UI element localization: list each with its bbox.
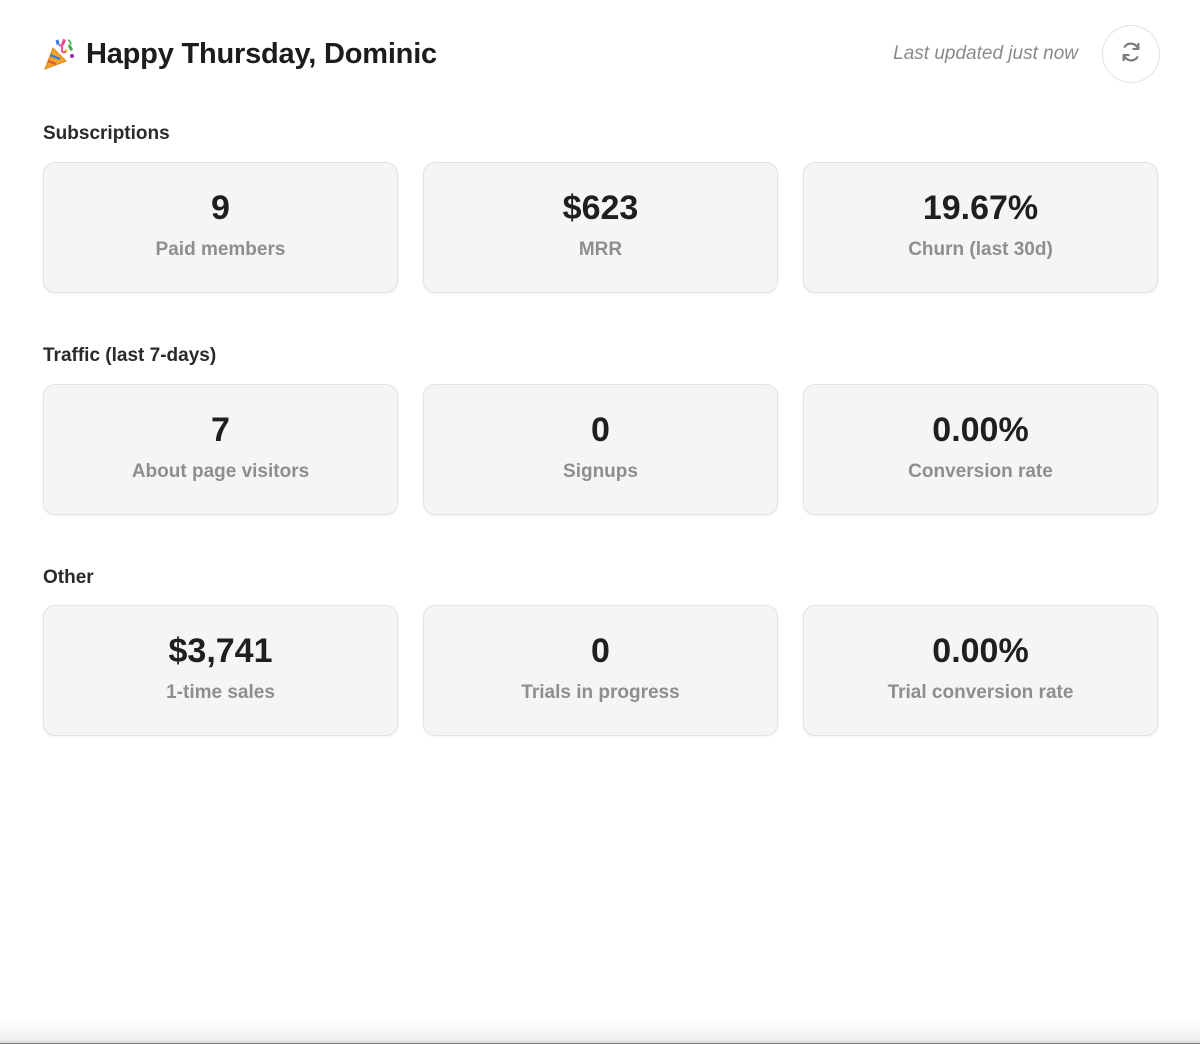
metric-card-signups: 0 Signups <box>423 384 778 515</box>
refresh-icon <box>1118 39 1144 70</box>
refresh-button[interactable] <box>1102 25 1160 83</box>
window-bottom-edge <box>0 1016 1200 1044</box>
metric-value: $623 <box>562 188 639 227</box>
header-actions: Last updated just now <box>893 25 1160 83</box>
metric-card-churn: 19.67% Churn (last 30d) <box>803 162 1158 293</box>
section-title-subscriptions: Subscriptions <box>43 123 170 144</box>
metric-value: 19.67% <box>922 188 1039 227</box>
party-popper-icon <box>42 36 78 72</box>
section-title-traffic: Traffic (last 7-days) <box>43 345 217 366</box>
greeting-title: Happy Thursday, Dominic <box>86 37 437 70</box>
metric-label: Conversion rate <box>908 461 1053 483</box>
metric-label: Signups <box>563 461 638 483</box>
traffic-metrics: 7 About page visitors 0 Signups 0.00% Co… <box>43 384 1158 515</box>
subscriptions-metrics: 9 Paid members $623 MRR 19.67% Churn (la… <box>43 162 1158 293</box>
metric-value: 0 <box>591 631 610 670</box>
metric-value: 0 <box>591 410 610 449</box>
metric-card-one-time-sales: $3,741 1-time sales <box>43 605 398 736</box>
metric-card-conversion-rate: 0.00% Conversion rate <box>803 384 1158 515</box>
metric-label: Churn (last 30d) <box>908 239 1053 261</box>
metric-card-trials-in-progress: 0 Trials in progress <box>423 605 778 736</box>
metric-value: 0.00% <box>932 631 1029 670</box>
metric-label: 1-time sales <box>166 682 275 704</box>
metric-label: Trials in progress <box>521 682 680 704</box>
metric-card-paid-members: 9 Paid members <box>43 162 398 293</box>
metric-value: $3,741 <box>168 631 273 670</box>
metric-value: 9 <box>211 188 230 227</box>
metric-value: 0.00% <box>932 410 1029 449</box>
metric-card-mrr: $623 MRR <box>423 162 778 293</box>
section-title-other: Other <box>43 567 94 588</box>
greeting: Happy Thursday, Dominic <box>42 36 437 72</box>
header: Happy Thursday, Dominic Last updated jus… <box>42 22 1160 86</box>
metric-card-about-page-visitors: 7 About page visitors <box>43 384 398 515</box>
other-metrics: $3,741 1-time sales 0 Trials in progress… <box>43 605 1158 736</box>
metric-value: 7 <box>211 410 230 449</box>
metric-label: Trial conversion rate <box>887 682 1074 704</box>
last-updated-text: Last updated just now <box>893 43 1078 64</box>
metric-card-trial-conversion-rate: 0.00% Trial conversion rate <box>803 605 1158 736</box>
metric-label: MRR <box>578 239 623 261</box>
metric-label: About page visitors <box>131 461 310 483</box>
metric-label: Paid members <box>155 239 286 261</box>
